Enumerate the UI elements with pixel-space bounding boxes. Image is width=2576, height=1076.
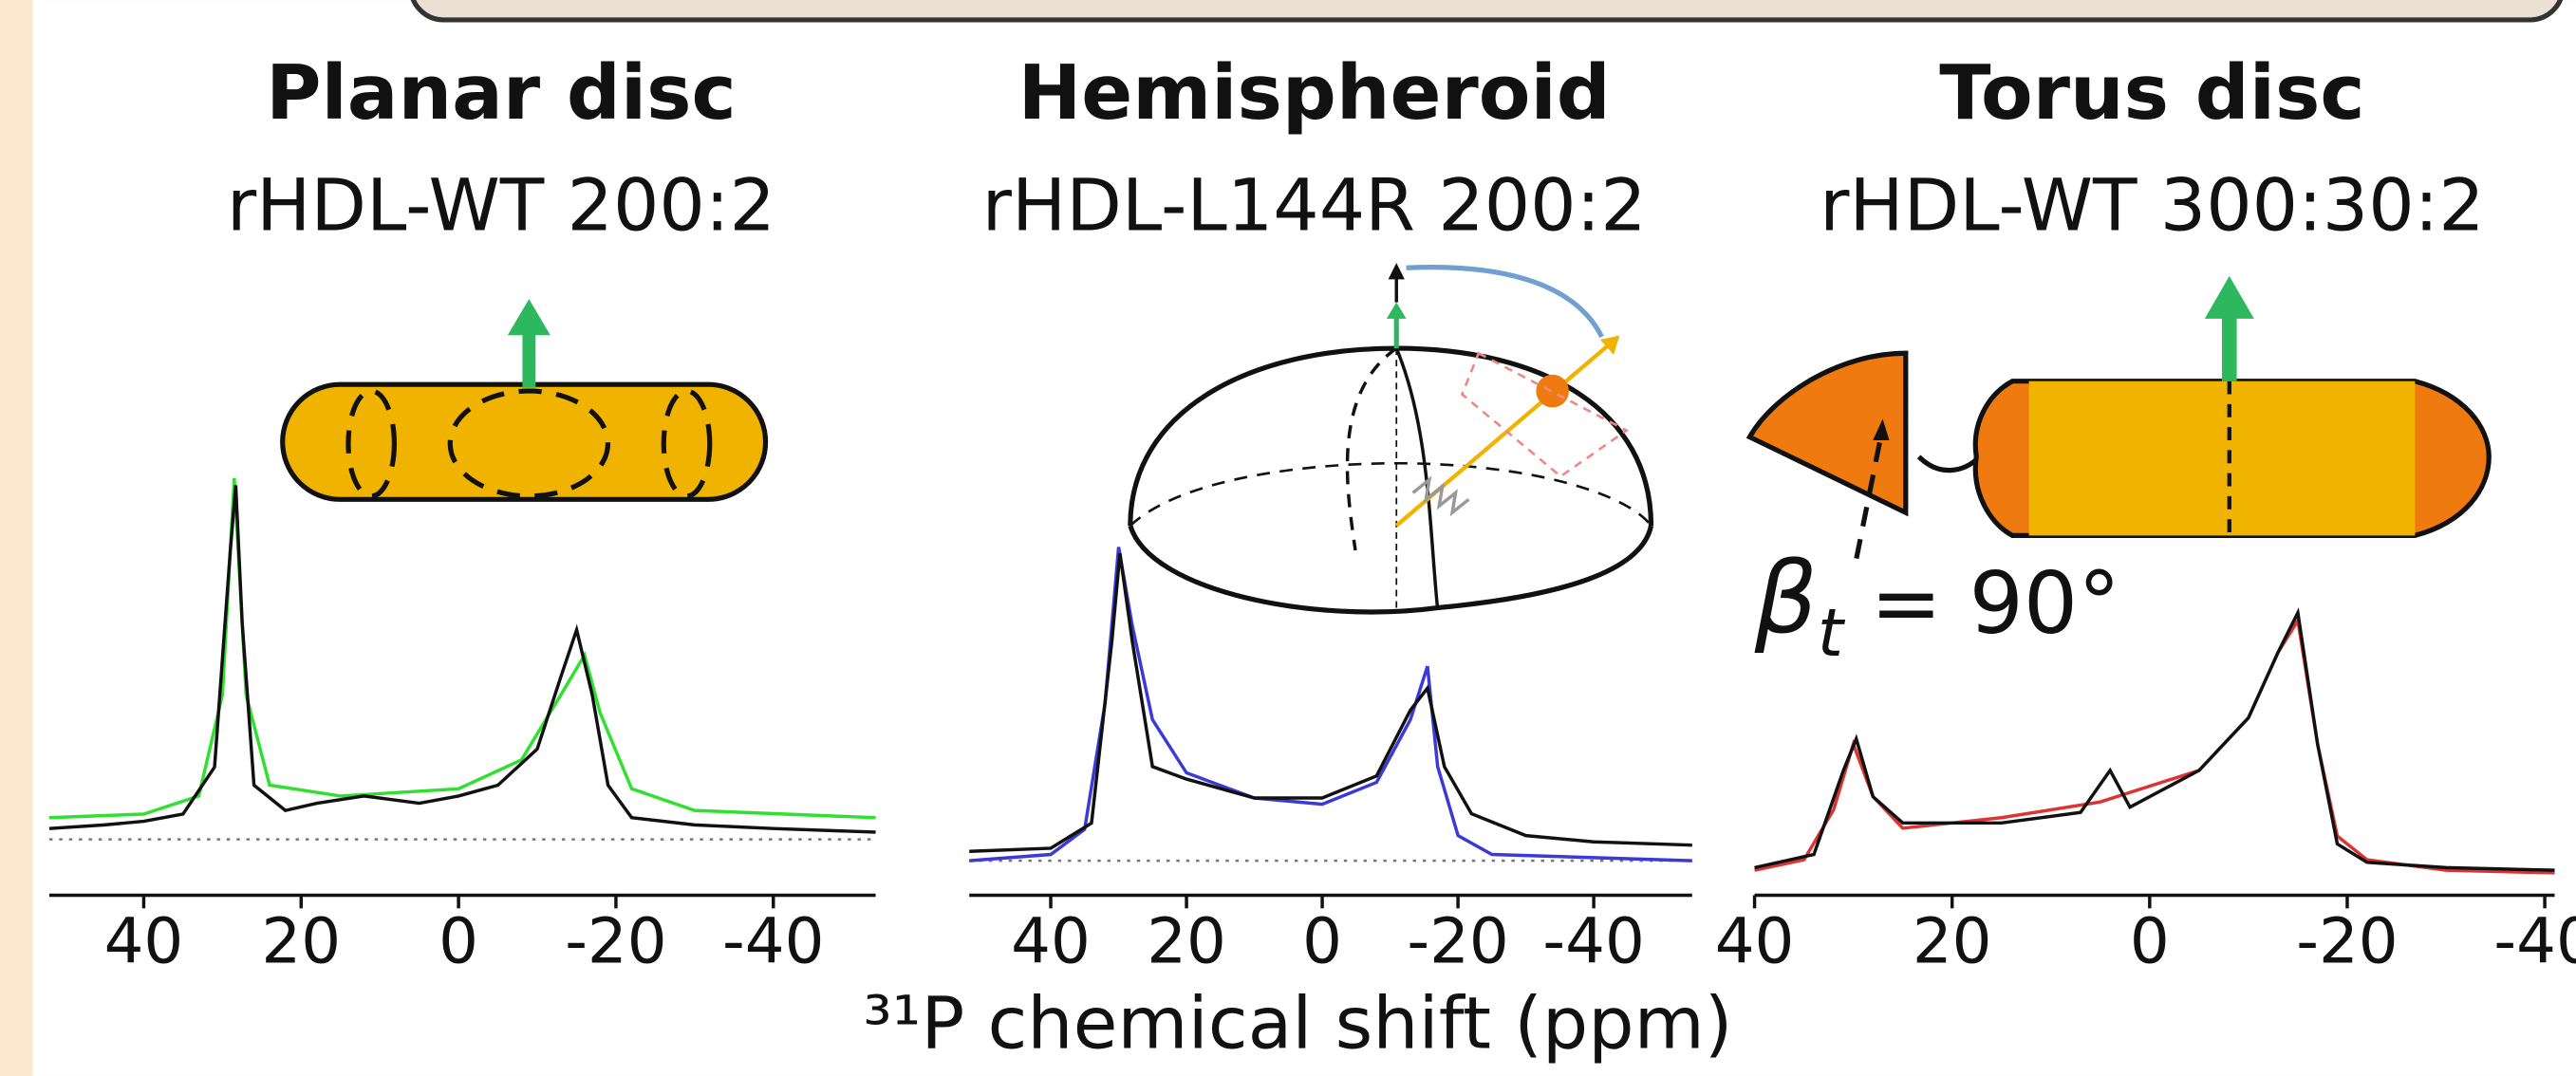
- x-tick-label: 0: [439, 904, 478, 977]
- x-tick-label: -20: [565, 904, 666, 977]
- annotation: βt = 90°: [1754, 543, 2121, 672]
- chart-title: Torus disc: [1939, 48, 2364, 137]
- chart-subtitle: rHDL-L144R 200:2: [982, 162, 1647, 247]
- x-tick-label: -40: [722, 904, 824, 977]
- chart-subtitle: rHDL-WT 300:30:2: [1820, 162, 2485, 247]
- x-axis-label: ³¹P chemical shift (ppm): [863, 980, 1732, 1065]
- chart-title: Planar disc: [266, 48, 737, 137]
- x-tick-label: 40: [1715, 904, 1795, 977]
- page: {"chart_data": [ {"type": "line", "title…: [0, 0, 2576, 1076]
- chart-subtitle: rHDL-WT 200:2: [227, 162, 775, 247]
- x-tick-label: 40: [1011, 904, 1091, 977]
- x-tick-label: -20: [1407, 904, 1508, 977]
- figure: Planar disc rHDL-WT 200:2 40 20 0 -20 -40 Hemis…: [0, 0, 2576, 1076]
- annotation-symbol: β: [1754, 543, 1818, 657]
- x-tick-label: 20: [1147, 904, 1226, 977]
- annotation-subscript: t: [1818, 596, 1846, 672]
- x-tick-label: -40: [2493, 904, 2576, 977]
- chart-title: Hemispheroid: [1018, 48, 1611, 137]
- header-box: [411, 0, 2563, 20]
- x-tick-label: -40: [1542, 904, 1644, 977]
- x-tick-label: 40: [104, 904, 184, 977]
- x-tick-label: 20: [261, 904, 341, 977]
- x-tick-label: 0: [2130, 904, 2170, 977]
- x-tick-label: 0: [1302, 904, 1342, 977]
- annotation-text: = 90°: [1843, 554, 2120, 654]
- x-tick-label: -20: [2296, 904, 2398, 977]
- x-tick-label: 20: [1913, 904, 1992, 977]
